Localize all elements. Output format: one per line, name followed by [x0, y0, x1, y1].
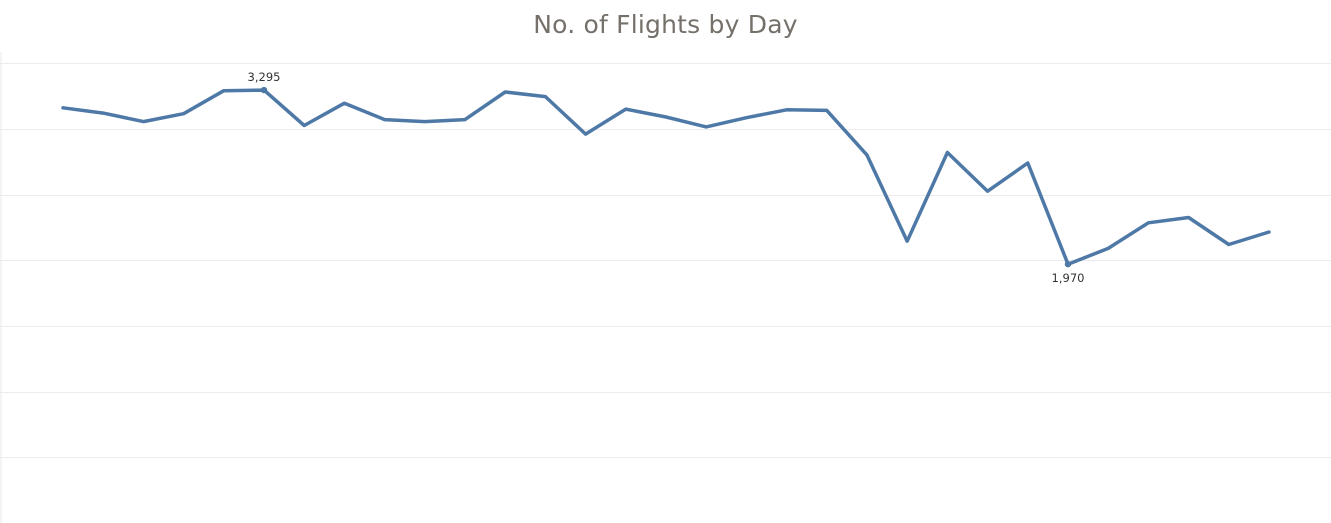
data-point-6 [260, 86, 268, 94]
annotation-points [260, 86, 1072, 268]
data-point-26 [1064, 260, 1072, 268]
data-label-6: 3,295 [248, 70, 281, 84]
data-label-26: 1,970 [1052, 271, 1085, 285]
series-group [61, 88, 1271, 266]
data-labels: 3,295 1,970 [248, 70, 1085, 285]
chart-title: No. of Flights by Day [533, 10, 798, 39]
gridlines [0, 63, 1331, 458]
series-line-0 [61, 88, 1271, 266]
